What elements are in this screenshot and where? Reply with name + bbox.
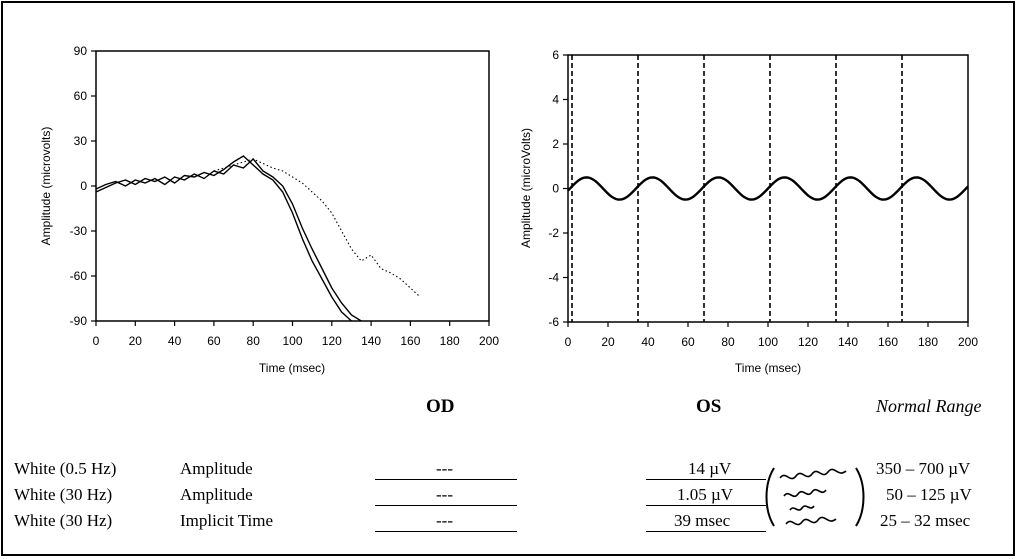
y-axis-title-left: Amplitude (microvolts) bbox=[39, 127, 53, 246]
series-line-2 bbox=[95, 155, 352, 322]
y-tick-label: -4 bbox=[548, 271, 559, 285]
od-value: --- bbox=[436, 511, 453, 530]
header-od: OD bbox=[426, 396, 455, 417]
normal-range-value: 350 – 700 µV bbox=[876, 459, 971, 478]
stimulus-label: White (30 Hz) bbox=[14, 485, 113, 504]
os-value: 1.05 µV bbox=[677, 485, 734, 504]
os-underline bbox=[646, 531, 766, 532]
x-tick-label: 160 bbox=[400, 334, 420, 348]
x-tick-label: 200 bbox=[958, 335, 978, 349]
od-underline bbox=[375, 479, 517, 480]
y-tick-label: 0 bbox=[552, 182, 559, 196]
stimulus-label: White (30 Hz) bbox=[14, 511, 113, 530]
x-tick-label: 200 bbox=[479, 334, 499, 348]
stimulus-label: White (0.5 Hz) bbox=[14, 459, 117, 478]
table-row: White (30 Hz) Implicit Time --- 39 msec … bbox=[0, 511, 1018, 533]
x-tick-label: 40 bbox=[168, 334, 182, 348]
table-row: White (30 Hz) Amplitude --- 1.05 µV 50 –… bbox=[0, 485, 1018, 507]
x-tick-label: 60 bbox=[681, 335, 695, 349]
x-tick-label: 80 bbox=[247, 334, 261, 348]
x-tick-label: 120 bbox=[798, 335, 818, 349]
waveform-line bbox=[567, 176, 969, 201]
os-underline bbox=[646, 479, 766, 480]
measure-label: Amplitude bbox=[180, 485, 253, 504]
y-tick-label: 4 bbox=[552, 93, 559, 107]
od-value: --- bbox=[436, 459, 453, 478]
os-value: 39 msec bbox=[674, 511, 731, 530]
header-normal-range: Normal Range bbox=[876, 396, 982, 416]
handwritten-annotation bbox=[765, 467, 865, 527]
x-tick-label: 0 bbox=[565, 335, 572, 349]
y-tick-label: 30 bbox=[74, 134, 88, 148]
x-tick-label: 60 bbox=[207, 334, 221, 348]
chart-left: Amplitude (microvolts) Time (msec) 0 20 40… bbox=[39, 44, 499, 375]
chart-right: Amplitude (microVolts) Time (msec) 0 20 40… bbox=[519, 48, 978, 375]
os-value: 14 µV bbox=[688, 459, 732, 478]
normal-range-value: 25 – 32 msec bbox=[880, 511, 971, 530]
x-tick-label: 80 bbox=[721, 335, 735, 349]
y-tick-label: -60 bbox=[70, 269, 88, 283]
measure-label: Implicit Time bbox=[180, 511, 274, 530]
x-axis-title-left: Time (msec) bbox=[259, 361, 325, 375]
y-axis-title-right: Amplitude (microVolts) bbox=[519, 128, 533, 248]
y-tick-label: 2 bbox=[552, 137, 559, 151]
os-underline bbox=[646, 505, 766, 506]
series-line-3 bbox=[213, 158, 421, 298]
x-tick-label: 160 bbox=[878, 335, 898, 349]
od-underline bbox=[375, 505, 517, 506]
y-tick-label: 6 bbox=[552, 48, 559, 62]
x-tick-label: 20 bbox=[129, 334, 143, 348]
x-tick-label: 140 bbox=[838, 335, 858, 349]
y-tick-label: -6 bbox=[548, 315, 559, 329]
y-tick-label: 0 bbox=[80, 179, 87, 193]
x-tick-label: 100 bbox=[758, 335, 778, 349]
y-tick-label: -2 bbox=[548, 226, 559, 240]
od-value: --- bbox=[436, 485, 453, 504]
x-tick-label: 40 bbox=[641, 335, 655, 349]
header-os: OS bbox=[696, 396, 722, 417]
od-underline bbox=[375, 531, 517, 532]
x-tick-label: 140 bbox=[361, 334, 381, 348]
y-tick-label: 90 bbox=[74, 44, 88, 58]
x-tick-label: 0 bbox=[93, 334, 100, 348]
x-tick-label: 20 bbox=[601, 335, 615, 349]
measure-label: Amplitude bbox=[180, 459, 253, 478]
y-tick-label: 60 bbox=[74, 89, 88, 103]
table-row: White (0.5 Hz) Amplitude --- 14 µV 350 –… bbox=[0, 459, 1018, 481]
x-axis-title-right: Time (msec) bbox=[735, 361, 801, 375]
y-tick-label: -30 bbox=[70, 224, 88, 238]
x-tick-label: 180 bbox=[440, 334, 460, 348]
normal-range-value: 50 – 125 µV bbox=[886, 485, 972, 504]
y-tick-label: -90 bbox=[70, 314, 88, 328]
x-tick-label: 100 bbox=[282, 334, 302, 348]
x-tick-label: 120 bbox=[322, 334, 342, 348]
x-tick-label: 180 bbox=[918, 335, 938, 349]
